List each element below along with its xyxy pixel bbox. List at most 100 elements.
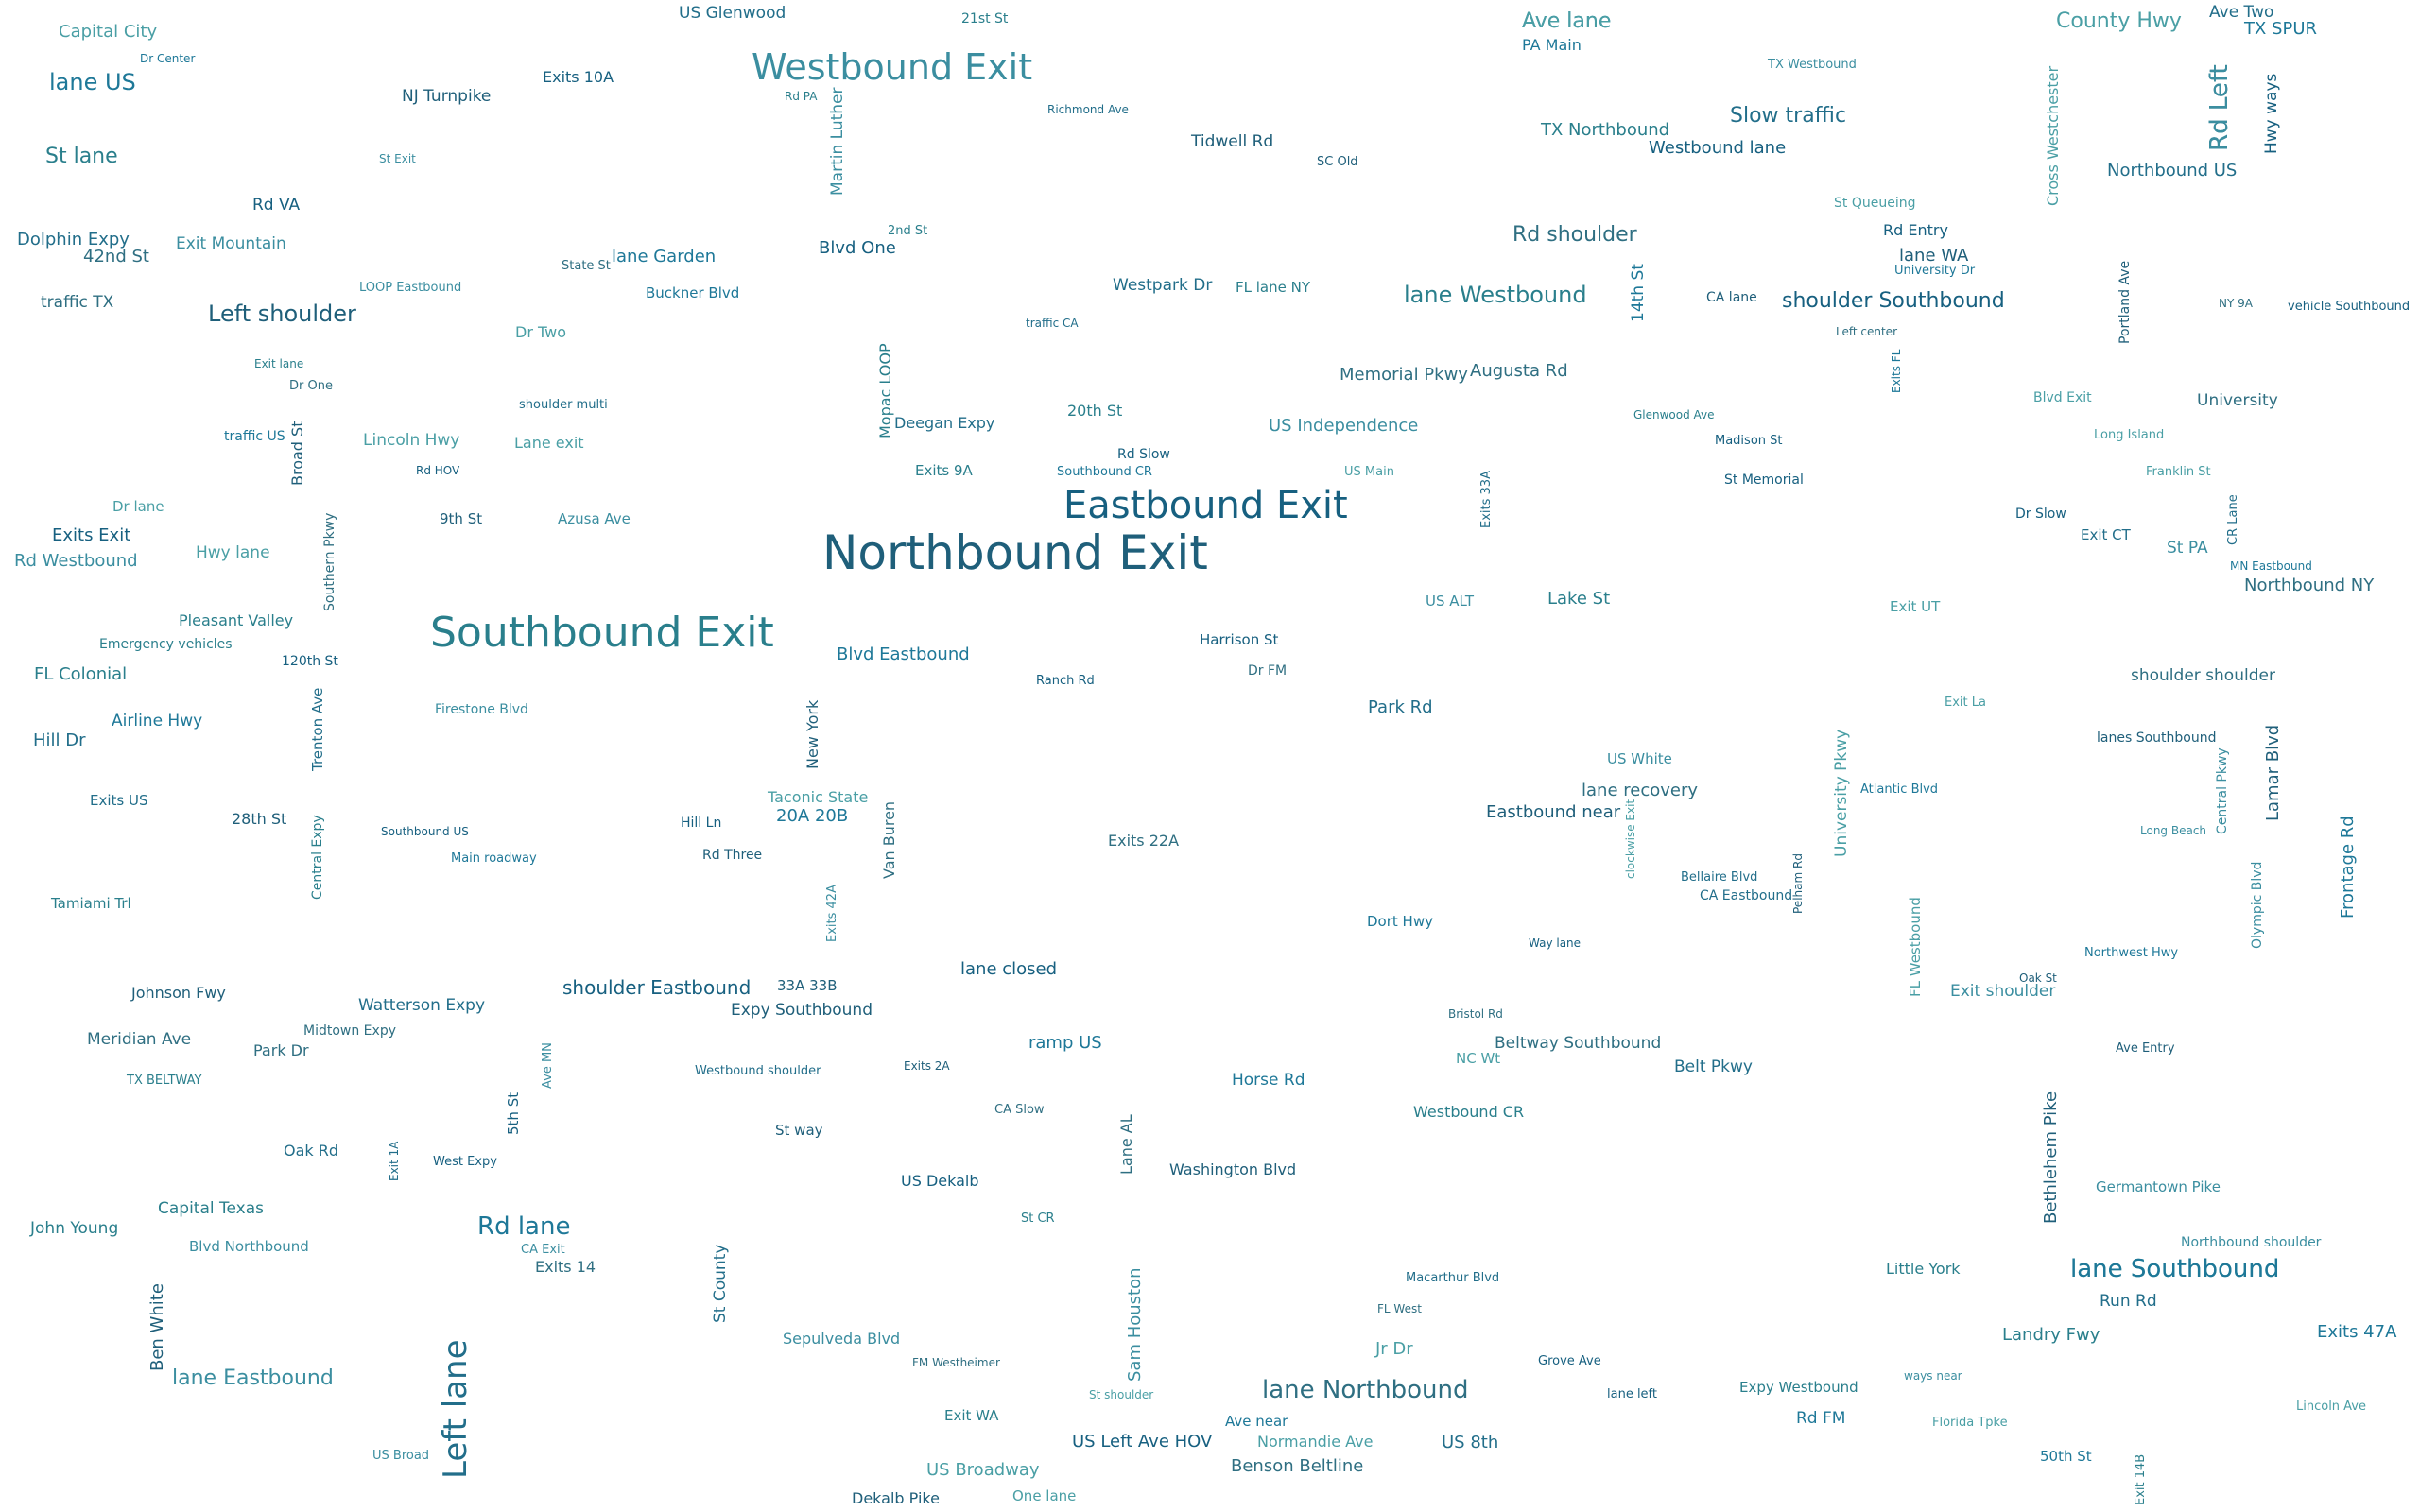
cloud-word: West Expy: [433, 1155, 497, 1169]
cloud-word: Exits 14: [535, 1258, 596, 1276]
cloud-word: Left lane: [437, 1339, 475, 1479]
cloud-word: Madison St: [1715, 434, 1783, 448]
cloud-word: ways near: [1904, 1369, 1962, 1383]
cloud-word: PA Main: [1522, 36, 1582, 54]
cloud-word: Augusta Rd: [1470, 361, 1568, 381]
cloud-word: Capital Texas: [158, 1199, 265, 1218]
cloud-word: Southbound US: [381, 825, 469, 838]
cloud-word: Exit Mountain: [176, 234, 286, 253]
cloud-word: lane Eastbound: [172, 1366, 334, 1390]
cloud-word: Exit La: [1945, 696, 1986, 710]
cloud-word: Westbound lane: [1649, 138, 1787, 158]
cloud-word: shoulder multi: [519, 398, 608, 412]
cloud-word: Northbound shoulder: [2181, 1235, 2322, 1250]
cloud-word: lane Northbound: [1262, 1376, 1469, 1404]
cloud-word: Lamar Blvd: [2263, 724, 2283, 821]
cloud-word: Northbound Exit: [822, 525, 1208, 580]
cloud-word: Exit 14B: [2134, 1453, 2148, 1505]
cloud-word: Hwy ways: [2262, 73, 2281, 154]
cloud-word: New York: [804, 699, 821, 769]
cloud-word: Midtown Expy: [303, 1023, 396, 1039]
cloud-word: Blvd Exit: [2033, 390, 2092, 405]
cloud-word: Exit UT: [1890, 598, 1941, 615]
cloud-word: Rd lane: [477, 1212, 571, 1241]
cloud-word: LOOP Eastbound: [359, 281, 462, 295]
cloud-word: Left center: [1836, 325, 1897, 338]
cloud-word: 21st St: [961, 11, 1009, 26]
cloud-word: Rd Slow: [1117, 447, 1170, 462]
cloud-word: Hwy lane: [196, 543, 270, 562]
cloud-word: Harrison St: [1200, 631, 1279, 648]
cloud-word: 28th St: [232, 810, 287, 828]
cloud-word: St CR: [1021, 1211, 1055, 1226]
cloud-word: Exit lane: [254, 357, 304, 370]
cloud-word: Rd Left: [2205, 64, 2234, 151]
cloud-word: Rd VA: [252, 196, 301, 215]
cloud-word: Rd PA: [785, 90, 818, 103]
cloud-word: Pelham Rd: [1791, 853, 1805, 914]
cloud-word: Southbound Exit: [430, 609, 774, 657]
cloud-word: Rd HOV: [416, 464, 460, 477]
cloud-word: TX Westbound: [1768, 58, 1857, 72]
cloud-word: vehicle Southbound: [2288, 300, 2411, 314]
cloud-word: Ben White: [147, 1283, 167, 1371]
cloud-word: St lane: [45, 145, 118, 168]
cloud-word: Beltway Southbound: [1495, 1034, 1662, 1053]
cloud-word: SC Old: [1317, 155, 1358, 169]
cloud-word: Florida Tpke: [1932, 1416, 2008, 1430]
cloud-word: 9th St: [440, 510, 483, 527]
cloud-word: Sepulveda Blvd: [783, 1330, 901, 1348]
cloud-word: Exit CT: [2081, 526, 2131, 543]
cloud-word: Blvd Northbound: [189, 1238, 309, 1255]
cloud-word: Southbound CR: [1057, 465, 1152, 479]
cloud-word: US Dekalb: [901, 1172, 979, 1190]
cloud-word: Northwest Hwy: [2084, 946, 2179, 960]
cloud-word: 42nd St: [83, 247, 149, 266]
cloud-word: 50th St: [2040, 1448, 2092, 1465]
cloud-word: Firestone Blvd: [435, 702, 528, 717]
cloud-word: lane Westbound: [1404, 282, 1587, 308]
cloud-word: Expy Westbound: [1739, 1379, 1858, 1396]
cloud-word: US Glenwood: [679, 4, 786, 23]
cloud-word: Van Buren: [880, 800, 898, 879]
cloud-word: Lincoln Hwy: [363, 431, 460, 450]
cloud-word: Dr Slow: [2015, 507, 2066, 522]
cloud-word: Olympic Blvd: [2250, 861, 2265, 949]
cloud-word: Cross Westchester: [2044, 65, 2062, 206]
cloud-word: shoulder shoulder: [2131, 666, 2275, 685]
cloud-word: Jr Dr: [1375, 1339, 1413, 1359]
cloud-word: Franklin St: [2146, 465, 2211, 479]
cloud-word: US ALT: [1426, 593, 1474, 610]
cloud-word: US Broad: [372, 1449, 430, 1463]
cloud-word: 33A 33B: [777, 977, 838, 994]
cloud-word: St PA: [2167, 539, 2208, 558]
cloud-word: FM Westheimer: [912, 1356, 1000, 1369]
cloud-word: Left shoulder: [208, 301, 356, 327]
cloud-word: Exits US: [90, 792, 148, 809]
cloud-word: Washington Blvd: [1169, 1160, 1297, 1178]
cloud-word: Exits 10A: [543, 68, 614, 86]
cloud-word: Long Island: [2094, 428, 2165, 442]
cloud-word: Blvd Eastbound: [837, 644, 970, 664]
cloud-word: NY 9A: [2219, 297, 2253, 310]
cloud-word: FL lane NY: [1236, 279, 1310, 296]
cloud-word: Emergency vehicles: [99, 637, 233, 652]
cloud-word: Bethlehem Pike: [2041, 1091, 2061, 1224]
cloud-word: John Young: [30, 1219, 119, 1238]
cloud-word: Ave Two: [2209, 3, 2274, 22]
cloud-word: Bellaire Blvd: [1681, 870, 1758, 885]
cloud-word: Blvd One: [819, 238, 896, 258]
cloud-word: TX SPUR: [2244, 19, 2318, 39]
cloud-word: Little York: [1886, 1260, 1961, 1278]
cloud-word: lane closed: [960, 959, 1058, 979]
cloud-word: Oak Rd: [284, 1142, 339, 1160]
cloud-word: Southern Pkwy: [322, 512, 337, 611]
cloud-word: Dr Center: [140, 52, 196, 65]
cloud-word: Ave MN: [541, 1042, 555, 1089]
cloud-word: Eastbound near: [1486, 802, 1621, 822]
cloud-word: Martin Luther: [828, 87, 847, 196]
cloud-word: NC Wt: [1456, 1050, 1501, 1067]
cloud-word: Eastbound Exit: [1063, 484, 1348, 527]
cloud-word: Exits 42A: [825, 885, 839, 942]
cloud-word: lane left: [1607, 1387, 1658, 1401]
